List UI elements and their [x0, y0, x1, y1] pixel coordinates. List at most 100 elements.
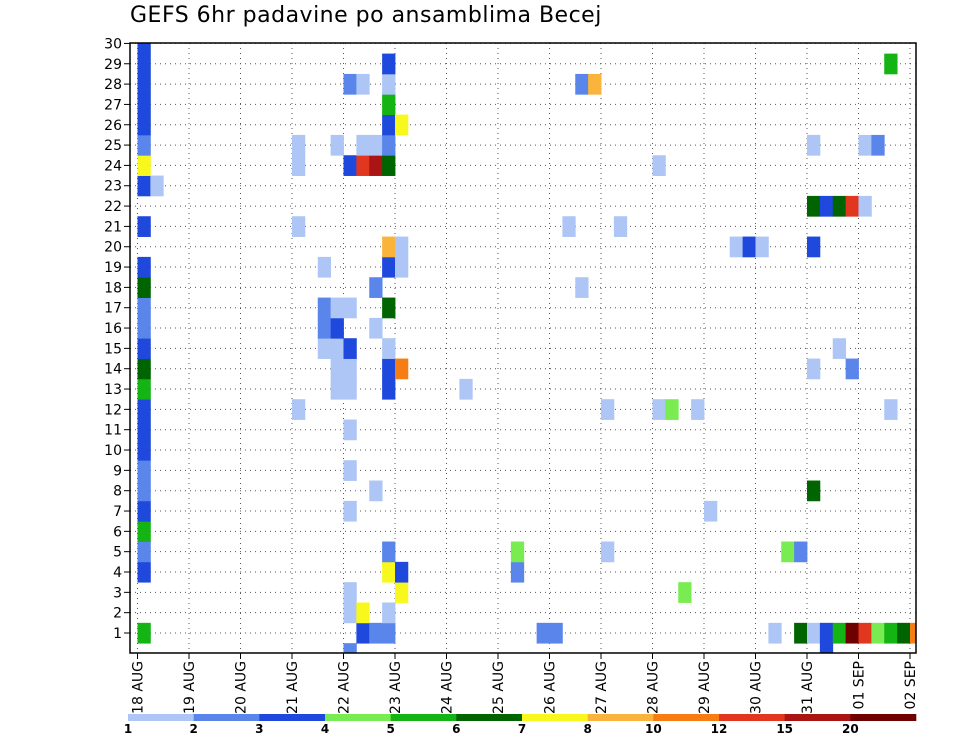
x-tick-label: 22 AUG — [337, 661, 353, 714]
y-tick-label: 23 — [104, 179, 122, 195]
colorbar-label: 8 — [583, 722, 591, 736]
heatmap-cell — [137, 561, 151, 583]
colorbar-swatch — [784, 714, 851, 721]
heatmap-cell — [369, 317, 383, 339]
y-tick-label: 9 — [113, 463, 122, 479]
heatmap-cell — [137, 500, 151, 522]
colorbar-swatch — [128, 714, 194, 721]
heatmap-cell — [369, 277, 383, 298]
heatmap-cell — [588, 73, 602, 95]
heatmap-cell — [884, 399, 898, 420]
heatmap-cell — [292, 134, 306, 156]
y-tick-label: 26 — [104, 118, 122, 134]
y-tick-label: 20 — [104, 240, 122, 256]
y-tick-label: 27 — [104, 97, 122, 113]
heatmap-cell — [382, 338, 396, 359]
heatmap-cell — [871, 134, 885, 156]
heatmap-cell — [382, 114, 396, 136]
y-tick-label: 2 — [113, 606, 122, 622]
x-tick-label: 29 AUG — [697, 661, 713, 714]
heatmap-cell — [137, 622, 151, 644]
heatmap-cell — [292, 399, 306, 420]
heatmap-cell — [317, 256, 332, 278]
y-tick-label: 30 — [104, 36, 122, 52]
heatmap-cell — [858, 134, 872, 156]
heatmap-cell — [137, 216, 151, 237]
heatmap-cell — [137, 541, 151, 563]
heatmap-cell — [601, 399, 615, 420]
x-tick-label: 20 AUG — [234, 661, 250, 714]
heatmap-cell — [330, 134, 344, 156]
heatmap-cell — [343, 582, 357, 603]
colorbar-swatch — [653, 714, 720, 721]
heatmap-cell — [137, 317, 151, 339]
colorbar-swatch — [325, 714, 391, 721]
heatmap-cell — [343, 500, 357, 522]
colorbar-swatch — [522, 714, 588, 721]
heatmap-cell — [395, 358, 409, 380]
heatmap-cell — [317, 297, 332, 319]
colorbar-label: 4 — [321, 722, 329, 736]
heatmap-cell — [137, 94, 151, 115]
x-tick-label: 31 AUG — [800, 661, 816, 714]
heatmap-cell — [807, 480, 821, 502]
y-tick-label: 25 — [104, 138, 122, 154]
heatmap-cell — [356, 134, 370, 156]
heatmap-cell — [382, 155, 396, 176]
heatmap-cell — [382, 358, 396, 380]
heatmap-cell — [652, 399, 666, 420]
heatmap-cell — [382, 297, 396, 319]
colorbar-label: 15 — [776, 722, 793, 736]
colorbar-label: 6 — [452, 722, 460, 736]
heatmap-cell — [382, 53, 396, 75]
heatmap-cell — [742, 236, 756, 258]
heatmap-cell — [871, 622, 885, 644]
heatmap-cell — [382, 236, 396, 258]
y-tick-label: 10 — [104, 443, 122, 459]
heatmap-cell — [382, 94, 396, 115]
x-tick-label: 01 SEP — [852, 661, 868, 709]
colorbar: 1 2 3 4 5 6 7 8 10 12 15 20 — [124, 714, 917, 736]
y-tick-label: 18 — [104, 280, 122, 296]
heatmap-cell — [137, 175, 151, 197]
heatmap-cell — [665, 399, 679, 420]
heatmap-cell — [369, 155, 383, 176]
heatmap-cell — [395, 236, 409, 258]
heatmap-cell — [382, 256, 396, 278]
heatmap-cell — [356, 622, 370, 644]
x-tick-label: 23 AUG — [388, 661, 404, 714]
y-tick-label: 29 — [104, 57, 122, 73]
heatmap-cell — [845, 622, 859, 644]
heatmap-cell — [137, 480, 151, 502]
heatmap-cell — [343, 338, 357, 359]
heatmap-cell — [137, 460, 151, 481]
heatmap-cell — [884, 53, 898, 75]
heatmap-cell — [910, 622, 917, 644]
heatmap-cell — [807, 358, 821, 380]
heatmap-cell — [678, 582, 692, 603]
heatmap-cell — [330, 297, 344, 319]
heatmap-cell — [330, 338, 344, 359]
heatmap-cell — [832, 622, 847, 644]
heatmap-cell — [832, 338, 847, 359]
y-tick-label: 11 — [104, 423, 122, 439]
heatmap-cell — [395, 561, 409, 583]
heatmap-cell — [807, 134, 821, 156]
colorbar-label: 5 — [386, 722, 394, 736]
colorbar-label: 10 — [645, 722, 662, 736]
heatmap-cell — [137, 297, 151, 319]
heatmap-cell — [317, 338, 332, 359]
heatmap-cell — [549, 622, 563, 644]
y-tick-label: 16 — [104, 321, 122, 337]
heatmap-cell — [819, 622, 834, 644]
heatmap-cell — [137, 256, 151, 278]
heatmap-cell — [794, 541, 808, 563]
heatmap-cell — [343, 602, 357, 624]
y-axis: 1234567891011121314151617181920212223242… — [104, 36, 130, 642]
heatmap-cell — [897, 622, 911, 644]
heatmap-cell — [150, 175, 164, 197]
heatmap-cell — [330, 358, 344, 380]
x-tick-label: 18 AUG — [131, 661, 147, 714]
heatmap-cell — [729, 236, 744, 258]
heatmap-cell — [382, 134, 396, 156]
